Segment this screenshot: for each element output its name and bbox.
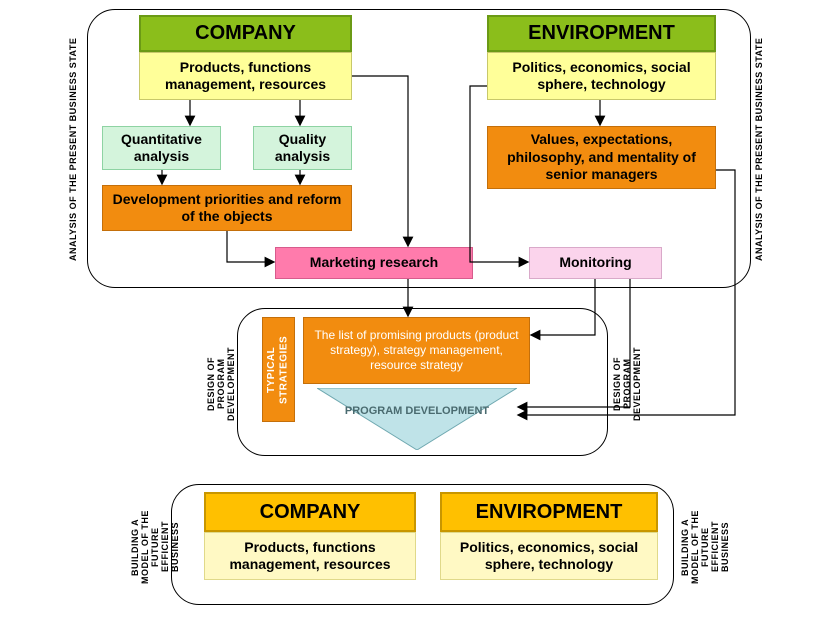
- box-monitoring: Monitoring: [529, 247, 662, 279]
- box-company2-sub: Products, functions management, resource…: [204, 532, 416, 580]
- label-design-left: DESIGN OF PROGRAM DEVELOPMENT: [206, 330, 236, 438]
- box-env-header: ENVIROPMENT: [487, 15, 716, 52]
- box-company2-header: COMPANY: [204, 492, 416, 532]
- label-design-right: DESIGN OF PROGRAM DEVELOPMENT: [612, 330, 642, 438]
- label-analysis-left: ANALYSIS OF THE PRESENT BUSINESS STATE: [68, 20, 78, 278]
- box-env-sub: Politics, economics, social sphere, tech…: [487, 52, 716, 100]
- box-company-header: COMPANY: [139, 15, 352, 52]
- label-program-dev: PROGRAM DEVELOPMENT: [317, 397, 517, 427]
- label-analysis-right: ANALYSIS OF THE PRESENT BUSINESS STATE: [754, 20, 764, 278]
- box-strategy-list: The list of promising products (product …: [303, 317, 530, 384]
- box-dev-priorities: Development priorities and reform of the…: [102, 185, 352, 231]
- label-building-left: BUILDING A MODEL OF THE FUTURE EFFICIENT…: [130, 498, 180, 596]
- box-env2-sub: Politics, economics, social sphere, tech…: [440, 532, 658, 580]
- box-quantitative: Quantitative analysis: [102, 126, 221, 170]
- label-building-right: BUILDING A MODEL OF THE FUTURE EFFICIENT…: [680, 498, 730, 596]
- box-values: Values, expectations, philosophy, and me…: [487, 126, 716, 189]
- box-marketing: Marketing research: [275, 247, 473, 279]
- box-env2-header: ENVIROPMENT: [440, 492, 658, 532]
- box-quality: Quality analysis: [253, 126, 352, 170]
- box-typical-strategies: TYPICAL STRATEGIES: [262, 317, 295, 422]
- box-company-sub: Products, functions management, resource…: [139, 52, 352, 100]
